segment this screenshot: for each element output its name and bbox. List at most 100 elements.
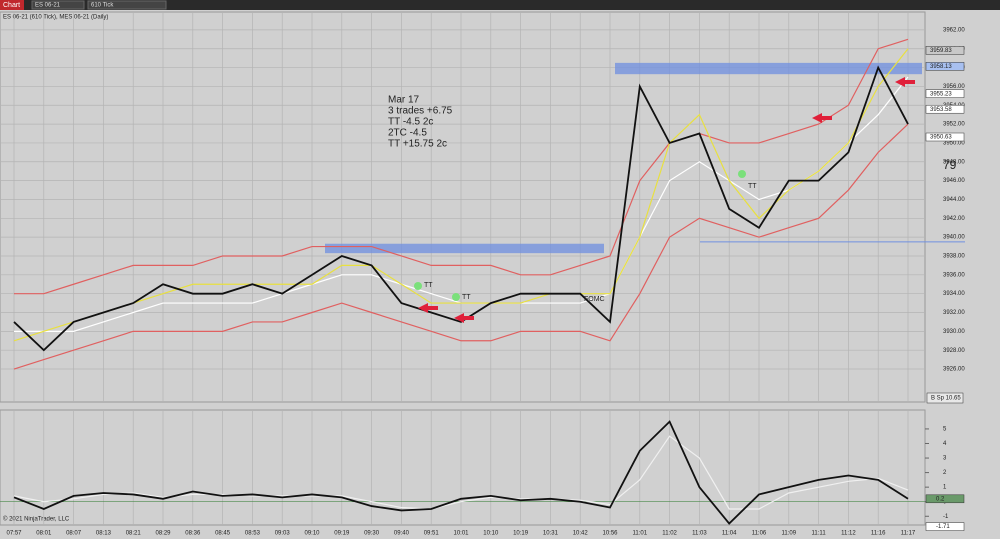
- price-flag-label: 3958.13: [930, 64, 952, 70]
- indicator-flag: [925, 522, 965, 531]
- price-flag: [925, 132, 965, 142]
- x-tick-label: 08:36: [185, 531, 201, 537]
- annotation: FOMC: [584, 296, 605, 303]
- y-tick-label: 3: [943, 456, 947, 462]
- series-line: [13, 420, 909, 525]
- price-flag-label: 3953.58: [930, 107, 952, 113]
- x-tick-label: 11:16: [871, 531, 886, 537]
- x-tick-label: 09:19: [334, 531, 350, 537]
- copyright: © 2021 NinjaTrader, LLC: [3, 516, 70, 523]
- y-tick-label: 1: [943, 485, 947, 491]
- series-line: [13, 435, 909, 510]
- y-tick-label: 3956.00: [943, 84, 965, 90]
- tab[interactable]: [0, 0, 24, 10]
- y-tick-label: 3948.00: [943, 159, 965, 165]
- x-tick-label: 10:01: [453, 531, 469, 537]
- annotation: TT: [748, 183, 757, 190]
- x-tick-label: 08:53: [245, 531, 261, 537]
- annotation: TT: [462, 294, 471, 301]
- y-tick-label: 2: [943, 470, 947, 476]
- note: Mar 17: [388, 95, 420, 106]
- y-tick-label: 5: [943, 427, 947, 433]
- entry-marker: [414, 282, 422, 290]
- status-box: [926, 392, 964, 404]
- x-tick-label: 07:57: [6, 531, 22, 537]
- series-line: [13, 48, 909, 342]
- x-tick-label: 11:09: [782, 531, 797, 537]
- y-tick-label: -1: [943, 514, 949, 520]
- annotation: 79: [943, 158, 957, 172]
- note: 3 trades +6.75: [388, 106, 453, 117]
- price-flag-label: 3959.83: [930, 48, 952, 54]
- annotation: B Sp 10.65: [931, 396, 961, 402]
- price-panel: [0, 11, 926, 403]
- y-tick-label: 3946.00: [943, 178, 965, 184]
- x-tick-label: 09:51: [424, 531, 440, 537]
- zone: [615, 62, 922, 75]
- chart-title: ES 06-21 (610 Tick), MES 06-21 (Daily): [3, 15, 108, 21]
- x-tick-label: 09:10: [304, 531, 320, 537]
- x-tick-label: 10:31: [543, 531, 559, 537]
- price-flag-label: 3955.23: [930, 91, 952, 97]
- y-tick-label: 3938.00: [943, 254, 965, 260]
- tab-label: Chart: [3, 2, 20, 9]
- y-tick-label: 3950.00: [943, 141, 965, 147]
- indicator-flag-label: 0.2: [936, 496, 945, 502]
- x-tick-label: 11:11: [812, 531, 827, 537]
- x-tick-label: 11:06: [752, 531, 767, 537]
- y-tick-label: 4: [943, 441, 947, 447]
- y-tick-label: 3940.00: [943, 235, 965, 241]
- indicator-flag: [925, 494, 965, 504]
- exit-arrow: [812, 113, 832, 123]
- x-tick-label: 08:21: [126, 531, 142, 537]
- entry-marker: [738, 170, 746, 178]
- x-tick-label: 09:30: [364, 531, 380, 537]
- indicator-flag-label: -1.71: [936, 524, 950, 530]
- x-tick-label: 10:10: [483, 531, 499, 537]
- x-tick-label: 08:13: [96, 531, 112, 537]
- indicator-panel: [0, 409, 926, 526]
- x-tick-label: 08:45: [215, 531, 231, 537]
- y-tick-label: 3928.00: [943, 348, 965, 354]
- price-flag-label: 3950.63: [930, 135, 952, 141]
- entry-marker: [452, 293, 460, 301]
- price-flag: [925, 104, 965, 114]
- x-tick-label: 10:19: [513, 531, 529, 537]
- instrument-select[interactable]: [31, 0, 85, 10]
- interval: 610 Tick: [91, 3, 114, 9]
- x-tick-label: 08:07: [66, 531, 82, 537]
- x-tick-label: 08:29: [155, 531, 171, 537]
- price-flag: [925, 89, 965, 98]
- y-tick-label: 3934.00: [943, 291, 965, 297]
- x-tick-label: 10:56: [602, 531, 618, 537]
- x-tick-label: 11:03: [692, 531, 707, 537]
- y-tick-label: 3962.00: [943, 27, 965, 33]
- series-line: [13, 65, 909, 352]
- plot: 07:57 08:01 08:07 08:13 08:21 08:29 08:36 08:45…: [0, 11, 965, 537]
- x-tick-label: 11:02: [662, 531, 677, 537]
- price-flag: [925, 46, 965, 55]
- y-tick-label: 3944.00: [943, 197, 965, 203]
- x-tick-label: 11:12: [841, 531, 856, 537]
- zone: [325, 243, 604, 254]
- x-tick-label: 11:01: [633, 531, 648, 537]
- instrument: ES 06-21: [35, 3, 61, 9]
- note: 2TC -4.5: [388, 128, 427, 139]
- exit-arrow: [418, 303, 438, 313]
- exit-arrow: [895, 77, 915, 87]
- y-tick-label: 3942.00: [943, 216, 965, 222]
- x-tick-label: 11:17: [901, 531, 916, 537]
- interval-select[interactable]: [87, 0, 167, 10]
- x-tick-label: 08:01: [36, 531, 52, 537]
- series-line: [14, 38, 909, 295]
- toolbar-bg: [0, 0, 1000, 10]
- x-tick-label: 10:42: [573, 531, 589, 537]
- x-tick-label: 11:04: [722, 531, 737, 537]
- annotation: TT: [424, 282, 433, 289]
- y-tick-label: 3926.00: [943, 367, 965, 373]
- x-tick-label: 09:40: [394, 531, 410, 537]
- y-tick-label: 3930.00: [943, 329, 965, 335]
- note: TT +15.75 2c: [388, 139, 447, 150]
